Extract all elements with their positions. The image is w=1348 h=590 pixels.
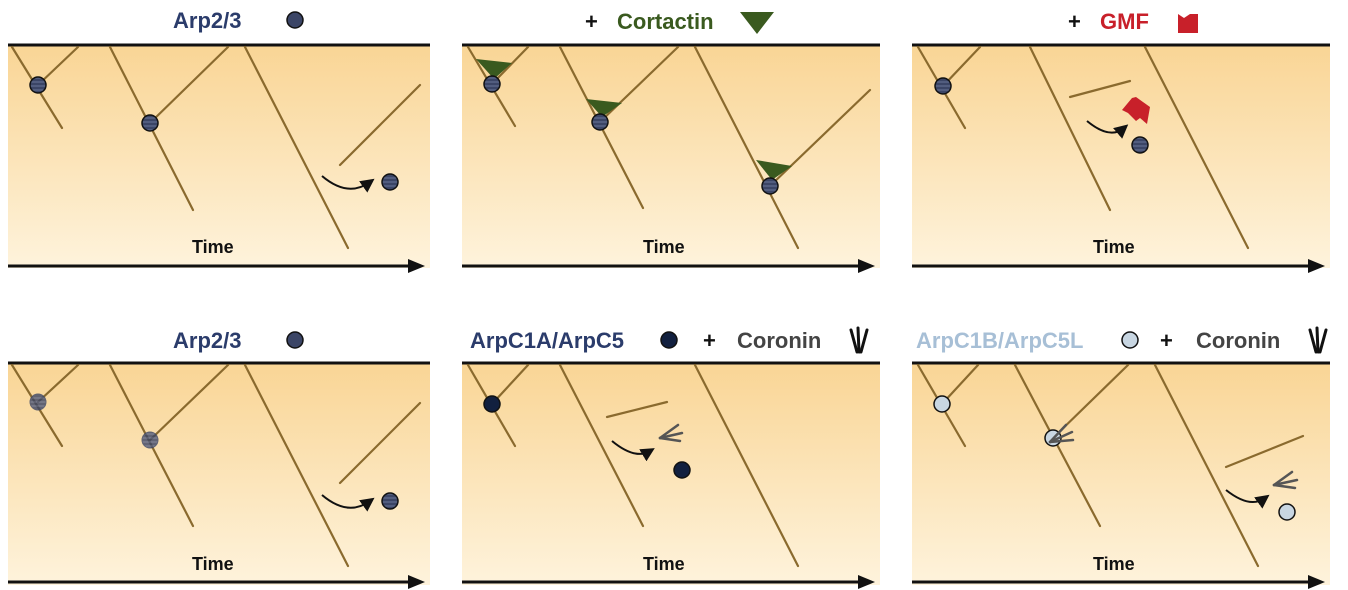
filaments bbox=[10, 363, 422, 568]
title-row: + GMF bbox=[1068, 9, 1198, 34]
arp23-complex bbox=[483, 75, 501, 93]
panel-arp23-top: Arp2/3 Time bbox=[8, 8, 430, 273]
coronin-legend-icon bbox=[849, 326, 869, 354]
panel-background bbox=[912, 45, 1330, 268]
filaments bbox=[916, 45, 1250, 250]
arp23-complex bbox=[141, 431, 159, 449]
debranch-arrow bbox=[611, 440, 655, 462]
cortactin-legend-icon bbox=[740, 12, 774, 34]
coronin-bound bbox=[1048, 423, 1075, 444]
title-plus: + bbox=[1160, 328, 1173, 353]
panel-arpc1a-coronin: ArpC1A/ArpC5 + Coronin Time bbox=[462, 326, 880, 589]
title-gmf: GMF bbox=[1100, 9, 1149, 34]
panel-arp23-bottom: Arp2/3 Time bbox=[8, 328, 430, 589]
time-label: Time bbox=[643, 554, 685, 574]
panel-background bbox=[462, 45, 880, 268]
arp23-legend-icon bbox=[286, 331, 304, 349]
coronin-bound bbox=[658, 423, 684, 443]
panel-background bbox=[912, 363, 1330, 585]
time-arrowhead bbox=[408, 259, 425, 273]
panel-background bbox=[8, 45, 430, 268]
arpc1b-legend-icon bbox=[1121, 331, 1139, 349]
arp23-complex bbox=[29, 393, 47, 411]
time-arrowhead bbox=[1308, 575, 1325, 589]
released-arp23 bbox=[381, 492, 399, 510]
panel-cortactin: + Cortactin Time bbox=[462, 9, 880, 273]
arpc1a-complex bbox=[483, 395, 501, 413]
arp23-complex bbox=[761, 177, 779, 195]
cortactin-wedge bbox=[476, 59, 512, 79]
title-arpc1a: ArpC1A/ArpC5 bbox=[470, 328, 624, 353]
title-plus: + bbox=[1068, 9, 1081, 34]
arp23-complex bbox=[29, 76, 47, 94]
title-row: Arp2/3 bbox=[173, 8, 304, 33]
released-arpc1b bbox=[1278, 503, 1296, 521]
panel-arpc1b-coronin: ArpC1B/ArpC5L + Coronin bbox=[912, 326, 1330, 589]
time-label: Time bbox=[643, 237, 685, 257]
title-plus: + bbox=[585, 9, 598, 34]
time-arrowhead bbox=[408, 575, 425, 589]
arpc1a-legend-icon bbox=[660, 331, 678, 349]
arp23-complex bbox=[591, 113, 609, 131]
panel-background bbox=[8, 363, 430, 585]
gmf-bound bbox=[1122, 97, 1150, 124]
title-row: Arp2/3 bbox=[173, 328, 304, 353]
debranch-arrow bbox=[321, 494, 375, 512]
title-arpc1b: ArpC1B/ArpC5L bbox=[916, 328, 1083, 353]
debranch-arrow bbox=[1086, 120, 1129, 139]
released-arp23 bbox=[1131, 136, 1149, 154]
panel-background bbox=[462, 363, 880, 585]
gmf-legend-icon bbox=[1178, 14, 1198, 33]
title-coronin: Coronin bbox=[1196, 328, 1280, 353]
panel-gmf: + GMF Time bbox=[912, 9, 1330, 273]
cortactin-wedge bbox=[586, 99, 622, 117]
title-row: ArpC1B/ArpC5L + Coronin bbox=[916, 326, 1328, 354]
time-label: Time bbox=[192, 554, 234, 574]
title-row: + Cortactin bbox=[585, 9, 774, 34]
title-cortactin: Cortactin bbox=[617, 9, 714, 34]
time-arrowhead bbox=[858, 259, 875, 273]
cortactin-wedge bbox=[756, 160, 792, 180]
time-label: Time bbox=[1093, 554, 1135, 574]
title-row: ArpC1A/ArpC5 + Coronin bbox=[470, 326, 869, 354]
filaments bbox=[916, 363, 1305, 568]
time-label: Time bbox=[1093, 237, 1135, 257]
time-arrowhead bbox=[1308, 259, 1325, 273]
coronin-legend-icon bbox=[1308, 326, 1328, 354]
debranch-arrow bbox=[321, 175, 375, 193]
debranch-arrow bbox=[1225, 489, 1270, 509]
filaments bbox=[466, 363, 800, 568]
released-arpc1a bbox=[673, 461, 691, 479]
released-arp23 bbox=[381, 173, 399, 191]
arp23-complex bbox=[141, 114, 159, 132]
title-arp23: Arp2/3 bbox=[173, 8, 241, 33]
arp23-legend-icon bbox=[286, 11, 304, 29]
arp23-complex bbox=[934, 77, 952, 95]
title-arp23: Arp2/3 bbox=[173, 328, 241, 353]
arpc1b-complex bbox=[933, 395, 951, 413]
time-label: Time bbox=[192, 237, 234, 257]
time-arrowhead bbox=[858, 575, 875, 589]
coronin-bound bbox=[1272, 470, 1299, 490]
title-coronin: Coronin bbox=[737, 328, 821, 353]
filaments bbox=[10, 45, 422, 250]
title-plus: + bbox=[703, 328, 716, 353]
